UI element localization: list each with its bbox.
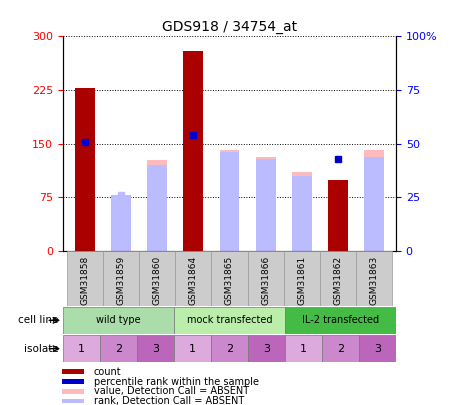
Text: wild type: wild type xyxy=(96,315,141,325)
Bar xyxy=(103,251,139,306)
Text: isolate: isolate xyxy=(24,344,58,354)
Text: cell line: cell line xyxy=(18,315,58,325)
Text: GSM31861: GSM31861 xyxy=(297,256,306,305)
Text: GSM31866: GSM31866 xyxy=(261,256,270,305)
Bar xyxy=(175,251,212,306)
Bar xyxy=(292,176,312,251)
Text: 2: 2 xyxy=(337,344,344,354)
Bar xyxy=(322,335,359,362)
Text: mock transfected: mock transfected xyxy=(187,315,272,325)
Text: 2: 2 xyxy=(226,344,233,354)
Bar xyxy=(212,251,248,306)
Bar xyxy=(75,88,94,251)
Bar xyxy=(256,158,276,251)
Bar xyxy=(67,251,103,306)
Bar xyxy=(256,159,276,251)
Bar xyxy=(328,179,348,251)
Bar xyxy=(211,335,248,362)
Text: 1: 1 xyxy=(300,344,307,354)
Text: GSM31865: GSM31865 xyxy=(225,256,234,305)
Bar xyxy=(248,335,285,362)
Bar xyxy=(111,195,131,251)
Text: GSM31864: GSM31864 xyxy=(189,256,198,305)
Bar xyxy=(62,379,84,384)
Text: value, Detection Call = ABSENT: value, Detection Call = ABSENT xyxy=(94,386,249,396)
Bar xyxy=(137,335,174,362)
Bar xyxy=(183,51,203,251)
Bar xyxy=(285,307,396,334)
Bar xyxy=(147,160,167,251)
Text: 3: 3 xyxy=(374,344,381,354)
Text: 3: 3 xyxy=(152,344,159,354)
Bar xyxy=(248,251,284,306)
Text: percentile rank within the sample: percentile rank within the sample xyxy=(94,377,259,386)
Bar xyxy=(292,172,312,251)
Bar xyxy=(220,150,239,251)
Bar xyxy=(285,335,322,362)
Text: GSM31858: GSM31858 xyxy=(80,256,89,305)
Text: GSM31860: GSM31860 xyxy=(153,256,162,305)
Bar xyxy=(147,165,167,251)
Bar xyxy=(364,157,384,251)
Bar xyxy=(320,251,356,306)
Text: count: count xyxy=(94,367,121,377)
Bar xyxy=(284,251,320,306)
Bar xyxy=(62,389,84,394)
Bar xyxy=(364,150,384,251)
Text: GSM31862: GSM31862 xyxy=(333,256,342,305)
Bar xyxy=(100,335,137,362)
Text: 1: 1 xyxy=(78,344,85,354)
Bar xyxy=(139,251,175,306)
Bar xyxy=(220,152,239,251)
Bar xyxy=(62,369,84,374)
Bar xyxy=(62,399,84,403)
Bar xyxy=(359,335,396,362)
Text: 2: 2 xyxy=(115,344,122,354)
Text: GSM31859: GSM31859 xyxy=(117,256,126,305)
Text: GSM31863: GSM31863 xyxy=(370,256,379,305)
Text: IL-2 transfected: IL-2 transfected xyxy=(302,315,379,325)
Bar xyxy=(356,251,392,306)
Bar xyxy=(174,335,211,362)
Text: 1: 1 xyxy=(189,344,196,354)
Bar xyxy=(63,307,174,334)
Title: GDS918 / 34754_at: GDS918 / 34754_at xyxy=(162,20,297,34)
Text: rank, Detection Call = ABSENT: rank, Detection Call = ABSENT xyxy=(94,396,244,405)
Bar xyxy=(63,335,100,362)
Bar xyxy=(174,307,285,334)
Text: 3: 3 xyxy=(263,344,270,354)
Bar xyxy=(111,206,131,251)
